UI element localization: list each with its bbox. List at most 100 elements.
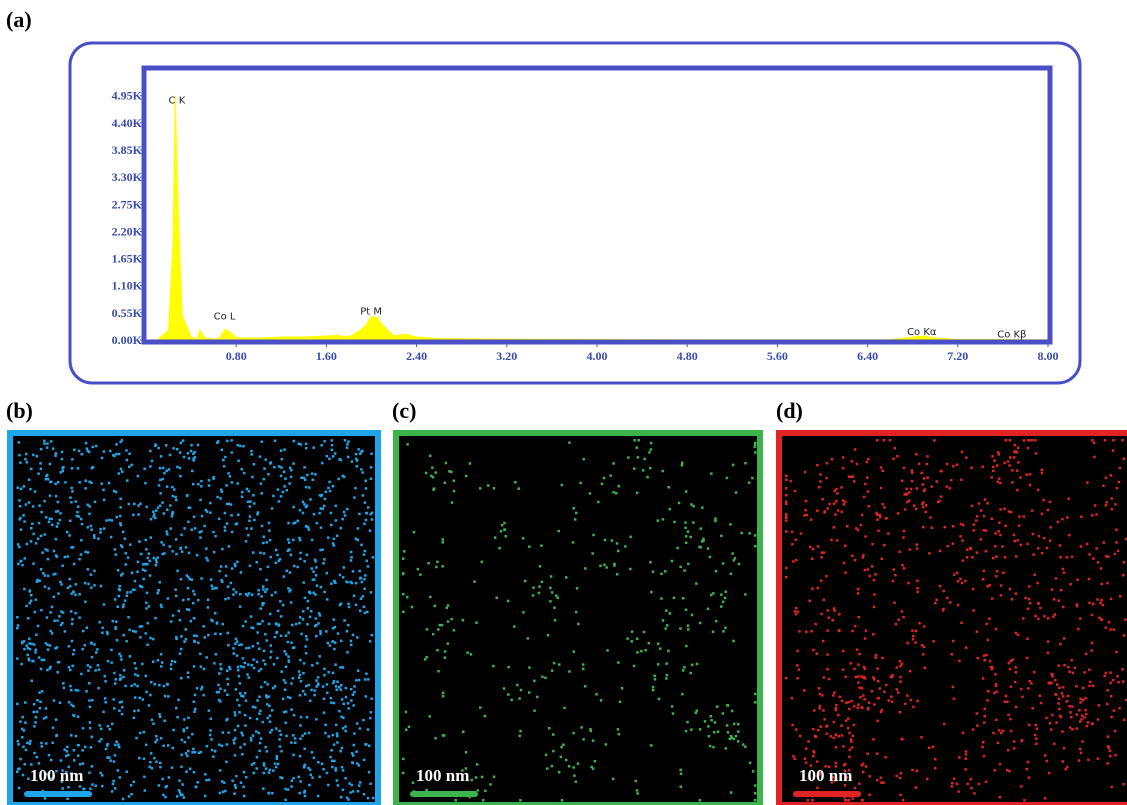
map-dot (125, 640, 128, 643)
map-dot (466, 652, 469, 655)
map-dot (235, 688, 238, 691)
map-dot (44, 585, 47, 588)
map-dot (248, 490, 251, 493)
map-dot (225, 574, 228, 577)
map-dot (25, 503, 28, 506)
map-dot (331, 766, 334, 769)
map-dot (313, 446, 316, 449)
map-dot (343, 476, 346, 479)
map-dot (522, 537, 525, 540)
map-dot (725, 591, 728, 594)
map-dot (192, 453, 195, 456)
map-dot (346, 443, 349, 446)
map-dot (1004, 556, 1007, 559)
map-dot (594, 760, 597, 763)
map-dot (814, 623, 817, 626)
map-dot (337, 632, 340, 635)
map-dot (322, 685, 325, 688)
map-dot (155, 735, 158, 738)
map-dot (19, 517, 22, 520)
map-dot (292, 539, 295, 542)
map-dot (290, 469, 293, 472)
map-dot (16, 616, 19, 619)
map-dot (241, 734, 244, 737)
map-dot (883, 544, 886, 547)
map-dot (313, 757, 316, 760)
map-dot (73, 649, 76, 652)
map-dot (166, 683, 169, 686)
map-dot (600, 699, 603, 702)
map-dot (216, 691, 219, 694)
map-dot (253, 463, 256, 466)
map-dot (271, 507, 274, 510)
map-dot (748, 482, 751, 485)
map-dot (32, 562, 35, 565)
map-dot (26, 742, 29, 745)
map-dot (280, 615, 283, 618)
map-dot (1008, 662, 1011, 665)
map-dot (23, 648, 26, 651)
map-dot (1023, 515, 1026, 518)
map-dot (77, 467, 80, 470)
map-dot (249, 515, 252, 518)
map-dot (128, 453, 131, 456)
map-dot (137, 674, 140, 677)
map-dot (851, 746, 854, 749)
map-dot (98, 724, 101, 727)
map-dot (966, 783, 969, 786)
map-dot (29, 648, 32, 651)
map-dot (551, 765, 554, 768)
map-dot (575, 611, 578, 614)
map-dot (953, 697, 956, 700)
map-dot (124, 599, 127, 602)
map-dot (348, 782, 351, 785)
map-dot (138, 540, 141, 543)
map-dot (261, 525, 264, 528)
map-dot (257, 589, 260, 592)
map-dot (48, 521, 51, 524)
map-dot (959, 578, 962, 581)
map-dot (1015, 592, 1018, 595)
map-dot (997, 742, 1000, 745)
map-dot (54, 483, 57, 486)
map-dot (160, 737, 163, 740)
map-dot (195, 635, 198, 638)
map-dot (300, 633, 303, 636)
map-dot (504, 528, 507, 531)
map-dot (946, 463, 949, 466)
map-dot (142, 578, 145, 581)
map-dot (80, 518, 83, 521)
map-dot (47, 575, 50, 578)
map-dot (900, 772, 903, 775)
map-dot (64, 556, 67, 559)
map-dot (935, 599, 938, 602)
map-dot (18, 454, 21, 457)
map-dot (184, 741, 187, 744)
map-dot (103, 499, 106, 502)
map-dot (324, 724, 327, 727)
map-dot (125, 449, 128, 452)
map-dot (465, 751, 468, 754)
map-dot (1034, 615, 1037, 618)
map-dot (136, 685, 139, 688)
map-dot (162, 544, 165, 547)
map-dot (507, 600, 510, 603)
map-dot (1088, 578, 1091, 581)
map-dot (346, 630, 349, 633)
map-dot (848, 476, 851, 479)
map-dot (934, 602, 937, 605)
map-dot (84, 582, 87, 585)
map-dot (726, 704, 729, 707)
map-dot (161, 553, 164, 556)
map-dot (345, 687, 348, 690)
map-dot (43, 442, 46, 445)
map-dot (617, 728, 620, 731)
map-dot (150, 536, 153, 539)
map-dot (350, 556, 353, 559)
map-dot (265, 694, 268, 697)
map-dot (252, 494, 255, 497)
map-dot (44, 797, 47, 800)
map-dot (101, 632, 104, 635)
map-dot (18, 787, 21, 790)
map-dot (558, 663, 561, 666)
